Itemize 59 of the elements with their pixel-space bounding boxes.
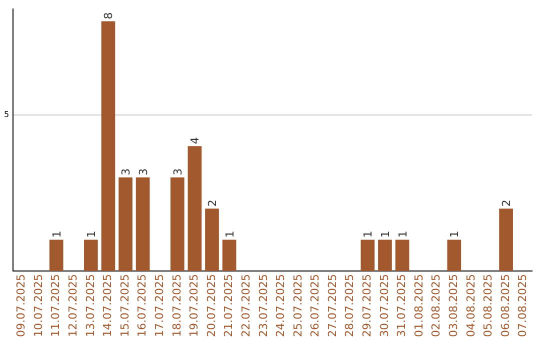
bar	[360, 240, 375, 272]
x-tick-label: 21.07.2025	[222, 274, 236, 338]
x-tick-label: 26.07.2025	[308, 274, 322, 338]
bar	[84, 240, 98, 272]
data-label: 1	[378, 230, 392, 238]
x-tick-label: 13.07.2025	[84, 274, 97, 338]
x-tick-label: 09.07.2025	[14, 274, 28, 338]
x-tick-label: 17.07.2025	[152, 274, 166, 338]
x-tick-label: 12.07.2025	[66, 274, 80, 338]
x-tick-label: 16.07.2025	[136, 274, 149, 338]
bar	[378, 240, 392, 272]
x-tick-label: 25.07.2025	[291, 274, 304, 338]
x-tick-label: 14.07.2025	[101, 274, 114, 338]
x-tick-label: 04.08.2025	[464, 274, 478, 338]
bar	[118, 177, 132, 272]
bar	[49, 240, 64, 272]
bar	[170, 177, 184, 272]
x-tick-label: 11.07.2025	[49, 274, 62, 338]
data-label: 1	[50, 230, 64, 238]
x-tick-label: 06.08.2025	[498, 274, 512, 338]
x-tick-label: 20.07.2025	[204, 274, 218, 338]
data-label: 2	[206, 200, 220, 207]
x-tick-label: 28.07.2025	[343, 274, 356, 338]
data-label: 3	[171, 168, 184, 176]
x-tick-label: 05.08.2025	[482, 274, 495, 338]
data-label: 1	[362, 230, 375, 238]
x-tick-label: 27.07.2025	[326, 274, 339, 338]
x-tick-label: 03.08.2025	[447, 274, 460, 338]
bar	[447, 240, 462, 272]
x-tick-label: 01.08.2025	[412, 274, 426, 338]
bar	[395, 240, 410, 272]
x-tick-label: 10.07.2025	[32, 274, 45, 338]
y-tick-label: 5	[4, 110, 10, 120]
data-label: 4	[188, 137, 202, 144]
bar	[188, 146, 202, 272]
bar	[101, 21, 116, 272]
x-tick-label: 22.07.2025	[239, 274, 252, 338]
data-label: 1	[223, 230, 236, 238]
x-tick-label: 18.07.2025	[170, 274, 184, 338]
x-tick-label: 19.07.2025	[188, 274, 201, 338]
data-label: 2	[500, 200, 514, 207]
x-tick-label: 23.07.2025	[256, 274, 270, 338]
x-tick-label: 07.08.2025	[516, 274, 530, 338]
data-label: 1	[396, 230, 410, 238]
x-tick-label: 24.07.2025	[274, 274, 288, 338]
data-label: 3	[120, 168, 133, 176]
data-label: 3	[136, 168, 150, 176]
x-tick-label: 29.07.2025	[360, 274, 374, 338]
data-label: 8	[102, 12, 116, 20]
x-tick-label: 02.08.2025	[430, 274, 443, 338]
data-label: 1	[84, 230, 98, 238]
x-tick-label: 31.07.2025	[395, 274, 408, 338]
bar	[222, 240, 236, 272]
bar	[205, 208, 219, 272]
bar	[136, 177, 150, 272]
x-tick-label: 30.07.2025	[378, 274, 391, 338]
bar	[499, 208, 513, 272]
x-tick-label: 15.07.2025	[118, 274, 132, 338]
data-label: 1	[448, 230, 462, 238]
